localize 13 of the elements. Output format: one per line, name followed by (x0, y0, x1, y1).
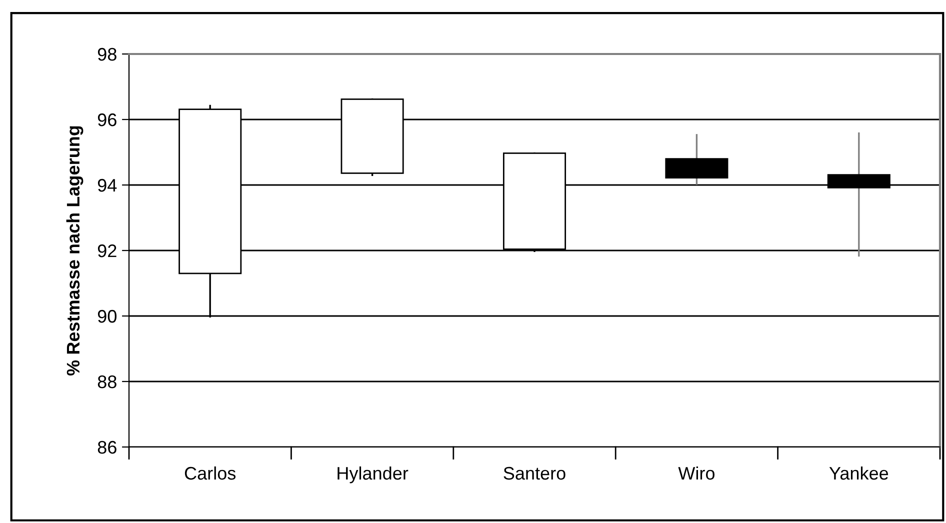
y-tick-label: 86 (98, 440, 116, 454)
x-tick-label: Hylander (338, 466, 408, 484)
y-tick-label: 90 (98, 310, 116, 323)
x-tick-label: Wiro (678, 466, 714, 480)
x-tick-label: Carlos (184, 466, 236, 480)
y-tick-label: 94 (98, 178, 117, 192)
y-axis-title: % Restmasse nach Lagerung (66, 126, 84, 376)
y-tick-label: 88 (98, 375, 116, 388)
y-tick-label: 92 (98, 244, 116, 258)
y-tick-label: 98 (98, 48, 116, 61)
x-tick-label: Santero (504, 466, 566, 480)
y-tick-label: 96 (98, 113, 116, 126)
x-tick-label: Yankee (829, 466, 888, 480)
